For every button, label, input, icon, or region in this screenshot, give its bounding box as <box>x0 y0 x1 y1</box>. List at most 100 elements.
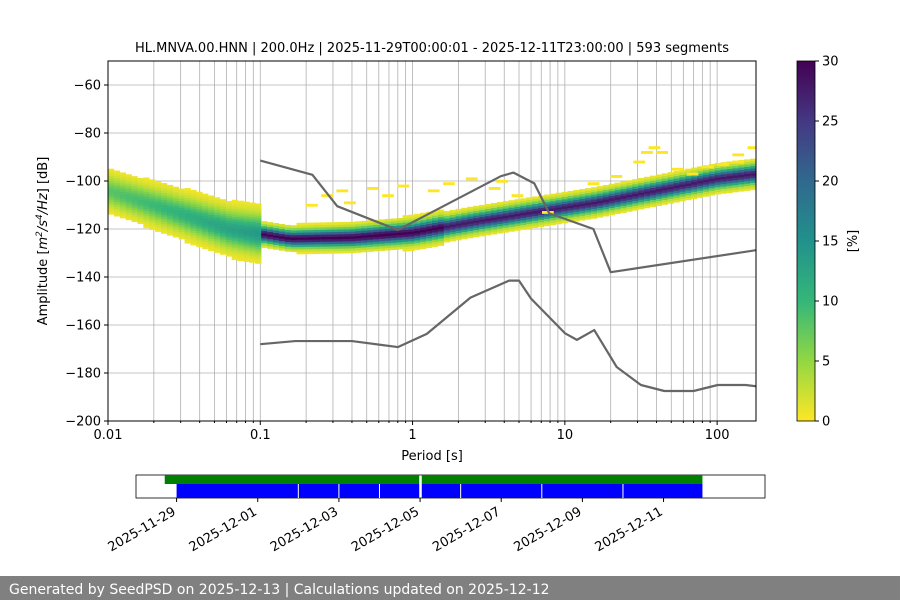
heatmap-cell <box>314 224 321 228</box>
heatmap-cell <box>726 180 733 184</box>
heatmap-cell <box>679 177 686 180</box>
heatmap-cell <box>125 181 132 185</box>
heatmap-cell <box>119 182 126 185</box>
heatmap-cell <box>214 245 221 249</box>
heatmap-cell <box>502 201 509 204</box>
heatmap-cell <box>390 244 397 248</box>
heatmap-cell <box>526 202 533 205</box>
heatmap-cell <box>131 200 138 203</box>
heatmap-cell <box>296 234 303 238</box>
heatmap-cell <box>320 236 327 240</box>
heatmap-cell <box>172 213 179 216</box>
heatmap-cell <box>638 182 645 186</box>
heatmap-cell <box>673 173 680 177</box>
heatmap-cell <box>708 190 716 194</box>
heatmap-cell <box>161 195 168 198</box>
heatmap-cell <box>255 225 262 228</box>
heatmap-cell <box>284 224 291 228</box>
heatmap-cell <box>202 229 209 233</box>
heatmap-cell <box>744 171 751 175</box>
heatmap-cell <box>644 203 651 206</box>
heatmap-cell <box>166 228 174 231</box>
heatmap-cell <box>290 249 297 253</box>
heatmap-cell <box>449 209 456 213</box>
heatmap-cell <box>602 187 610 191</box>
heatmap-cell <box>149 188 156 192</box>
heatmap-cell <box>331 229 339 233</box>
heatmap-cell <box>485 213 492 217</box>
heatmap-cell <box>225 241 233 245</box>
heatmap-cell <box>302 229 309 233</box>
heatmap-cell <box>697 192 704 196</box>
heatmap-cell <box>579 193 586 197</box>
heatmap-cell <box>108 187 115 191</box>
heatmap-cell <box>732 172 739 176</box>
heatmap-cell <box>137 185 144 188</box>
heatmap-cell <box>473 220 480 223</box>
heatmap-cell <box>414 220 421 224</box>
heatmap-cell <box>479 221 486 225</box>
heatmap-cell <box>237 210 244 213</box>
heatmap-cell <box>732 177 739 181</box>
heatmap-cell <box>443 237 450 241</box>
heatmap-cell <box>290 225 297 229</box>
heatmap-cell <box>125 217 132 221</box>
heatmap-cell <box>708 178 716 182</box>
heatmap-cell <box>208 245 215 249</box>
heatmap-cell <box>514 211 521 214</box>
heatmap-cell <box>231 245 238 249</box>
heatmap-cell <box>726 166 733 169</box>
heatmap-cell <box>649 194 657 198</box>
heatmap-cell <box>579 191 586 195</box>
heatmap-cell <box>585 212 592 215</box>
heatmap-cell <box>231 218 238 222</box>
heatmap-cell <box>573 206 580 210</box>
heatmap-cell <box>320 241 327 245</box>
heatmap-cell <box>620 210 627 213</box>
heatmap-cell <box>243 220 250 224</box>
heatmap-cell <box>125 203 132 206</box>
date-axis-ticks: 2025-11-29 2025-12-01 2025-12-03 2025-12-05… <box>106 498 666 555</box>
heatmap-cell <box>208 229 215 232</box>
heatmap-cell <box>538 224 545 228</box>
heatmap-cell <box>202 212 209 216</box>
heatmap-cell <box>225 201 233 204</box>
heatmap-cell <box>644 200 651 204</box>
heatmap-cell <box>302 227 309 231</box>
heatmap-cell <box>490 222 498 225</box>
heatmap-cell <box>726 168 733 172</box>
heatmap-cell <box>166 201 174 205</box>
heatmap-cell <box>243 216 250 219</box>
heatmap-cell <box>255 244 262 247</box>
heatmap-cell <box>437 209 445 213</box>
heatmap-cell <box>337 226 344 230</box>
heatmap-cell <box>214 206 221 210</box>
heatmap-cell <box>591 206 598 210</box>
heatmap-cell <box>632 198 639 202</box>
heatmap-cell <box>237 222 244 225</box>
heatmap-cell <box>697 171 704 174</box>
heatmap-cell <box>308 246 315 250</box>
heatmap-cell <box>532 208 539 212</box>
heatmap-cell <box>178 231 185 235</box>
heatmap-cell <box>131 195 138 199</box>
heatmap-cell <box>732 167 739 171</box>
heatmap-cell <box>437 235 445 239</box>
heatmap-cell <box>190 225 197 229</box>
heatmap-cell <box>673 192 680 196</box>
heatmap-cell <box>508 209 515 213</box>
heatmap-cell <box>331 241 339 245</box>
heatmap-cell <box>567 212 574 216</box>
heatmap-cell <box>449 238 456 242</box>
heatmap-cell <box>744 164 751 167</box>
heatmap-cell <box>648 146 661 150</box>
heatmap-cell <box>137 202 144 205</box>
heatmap-cell <box>538 207 545 211</box>
heatmap-cell <box>384 221 392 225</box>
heatmap-cell <box>555 216 562 220</box>
heatmap-cell <box>190 237 197 241</box>
heatmap-cell <box>614 209 621 212</box>
heatmap-cell <box>432 241 439 245</box>
heatmap-cell <box>455 218 462 222</box>
heatmap-cell <box>113 196 121 200</box>
